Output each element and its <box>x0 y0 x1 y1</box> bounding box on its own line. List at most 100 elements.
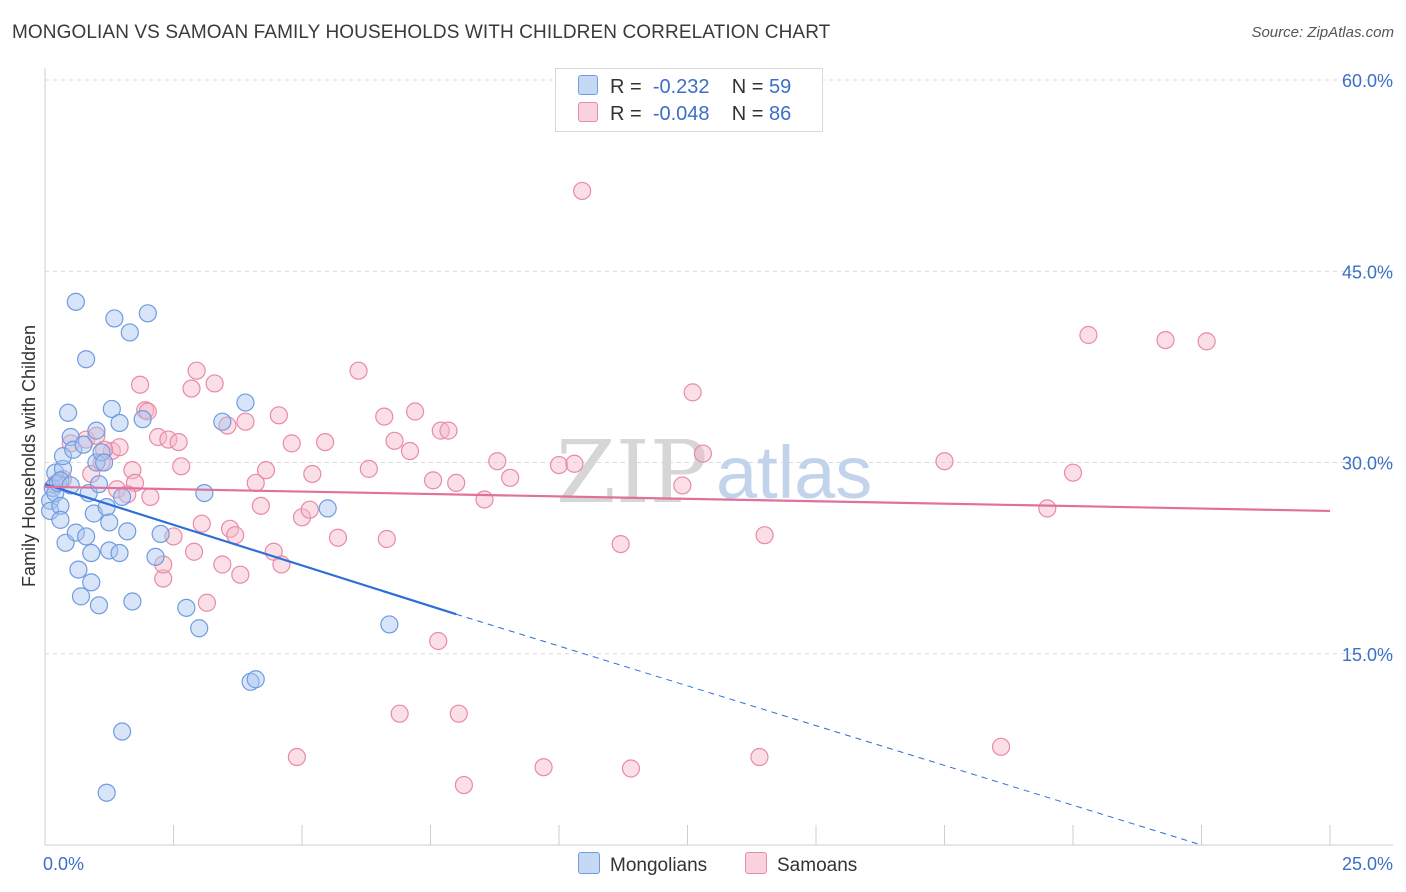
samoan-point <box>611 534 630 554</box>
legend-r-label: R = <box>610 103 642 125</box>
mongolian-point <box>118 522 137 541</box>
samoan-point <box>501 468 520 487</box>
chart-source: Source: ZipAtlas.com <box>1251 24 1394 41</box>
mongolian-point <box>82 573 101 592</box>
samoan-point <box>1038 499 1057 518</box>
samoan-point <box>192 514 211 533</box>
mongolian-point <box>138 304 157 323</box>
correlation-legend: R = -0.232 N = 59 R = -0.048 N = 86 <box>555 68 823 132</box>
x-tick-label: 0.0% <box>43 854 84 874</box>
mongolian-point <box>120 323 139 342</box>
mongolian-point <box>71 587 91 606</box>
samoan-point <box>750 747 769 767</box>
samoan-point <box>534 758 553 777</box>
mongolian-point <box>66 292 85 311</box>
samoan-point <box>405 402 425 421</box>
samoan-point <box>488 452 507 471</box>
samoan-point <box>236 412 255 431</box>
samoan-point <box>423 471 443 490</box>
samoan-point <box>693 444 713 463</box>
samoans-points <box>46 181 1216 795</box>
samoan-point <box>130 375 150 394</box>
samoan-point <box>269 406 288 425</box>
samoan-point <box>439 421 458 440</box>
samoan-point <box>1079 325 1098 345</box>
samoan-point <box>683 383 702 402</box>
mongolian-point <box>105 309 124 328</box>
axis-layer <box>44 68 1393 846</box>
legend-n-value: 86 <box>769 103 792 125</box>
mongolian-point <box>190 619 209 638</box>
samoan-point <box>251 496 270 515</box>
mongolian-point <box>61 476 80 495</box>
samoan-point <box>213 555 232 574</box>
legend-n-label: N = <box>731 76 764 98</box>
y-tick-label: 30.0% <box>1342 454 1393 474</box>
y-tick-label: 15.0% <box>1342 645 1393 665</box>
mongolian-point <box>53 447 73 466</box>
mongolian-point <box>77 527 96 546</box>
mongolian-point <box>241 672 260 691</box>
samoan-point <box>400 441 420 461</box>
mongolian-point <box>74 435 93 454</box>
samoan-point <box>1063 463 1083 482</box>
samoan-point <box>118 485 137 504</box>
grid-layer <box>45 79 1393 655</box>
mongolians-points <box>41 292 399 802</box>
samoan-point <box>82 464 101 484</box>
watermark: ZIP atlas <box>556 423 872 523</box>
series-legend: Mongolians Samoans <box>0 852 1406 878</box>
mongolians-trend-line <box>44 483 457 616</box>
mongolian-point <box>95 453 114 472</box>
mongolian-point <box>380 615 399 634</box>
y-tick-label: 60.0% <box>1342 71 1393 91</box>
samoan-point <box>226 526 245 545</box>
mongolian-point <box>100 513 119 532</box>
samoan-point <box>377 529 396 549</box>
samoan-point <box>991 737 1011 756</box>
samoan-point <box>549 455 569 475</box>
samoan-point <box>316 433 335 452</box>
mongolian-point <box>59 403 78 422</box>
samoan-point <box>87 426 106 445</box>
mongolian-point <box>69 560 88 579</box>
mongolian-point <box>133 410 152 429</box>
samoan-point <box>292 508 312 527</box>
legend-label-mongolians: Mongolians <box>610 855 708 876</box>
trend-lines <box>44 483 1331 846</box>
samoan-point <box>154 555 173 574</box>
mongolian-point <box>66 523 85 542</box>
legend-row-mongolians: R = -0.232 N = 59 <box>578 75 791 99</box>
samoan-point <box>141 487 160 507</box>
samoan-point <box>385 431 404 450</box>
mongolian-point <box>102 399 121 419</box>
mongolian-point <box>213 412 232 431</box>
y-axis-label: Family Households with Children <box>19 325 39 587</box>
legend-item-samoans[interactable]: Samoans <box>745 852 857 877</box>
legend-swatch-pink <box>578 102 598 122</box>
samoan-point <box>110 438 129 457</box>
samoan-point <box>169 433 188 452</box>
samoan-point <box>1197 332 1216 351</box>
legend-r-value: -0.048 <box>652 103 710 125</box>
samoan-point <box>431 421 450 440</box>
mongolian-point <box>318 499 337 518</box>
mongolian-point <box>123 592 142 611</box>
mongolian-point <box>87 453 106 472</box>
samoan-point <box>187 361 206 380</box>
samoan-point <box>375 407 394 426</box>
legend-item-mongolians[interactable]: Mongolians <box>578 852 707 877</box>
samoan-point <box>429 631 448 651</box>
legend-label-samoans: Samoans <box>777 855 858 876</box>
mongolian-point <box>236 393 255 412</box>
samoan-point <box>1156 331 1175 350</box>
mongolian-point <box>146 547 165 566</box>
samoan-point <box>565 454 584 473</box>
samoan-point <box>454 775 474 795</box>
mongolian-point <box>246 670 265 689</box>
mongolian-point <box>77 350 96 369</box>
legend-r-label: R = <box>610 76 642 98</box>
samoan-point <box>184 542 204 561</box>
samoan-point <box>303 464 322 484</box>
